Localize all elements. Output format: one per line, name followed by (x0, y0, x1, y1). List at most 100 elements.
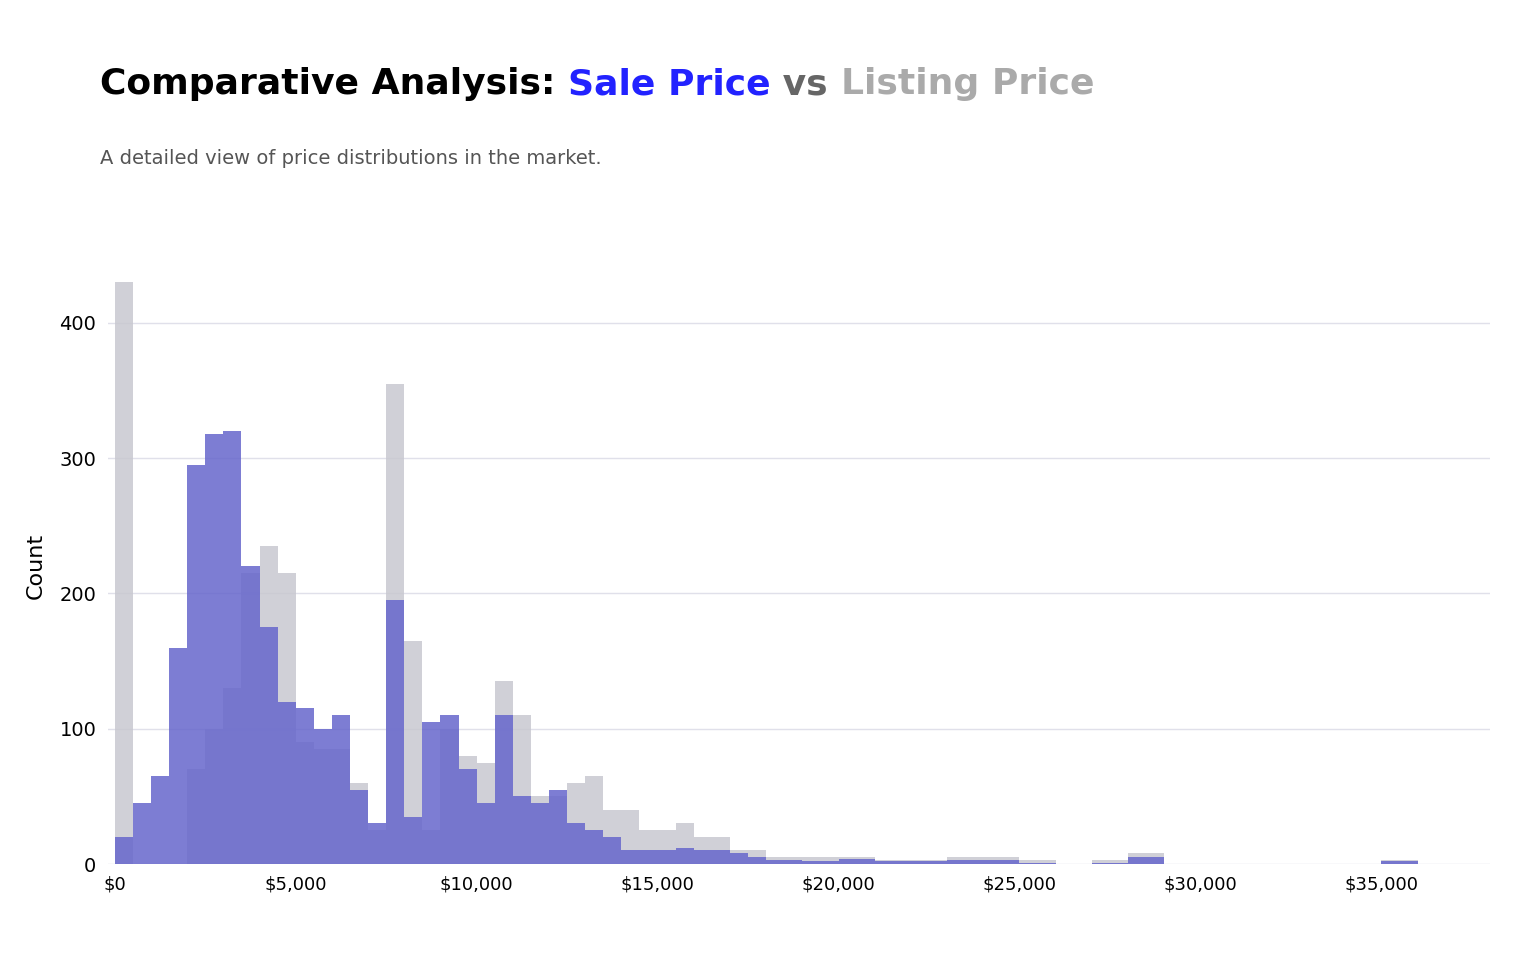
Bar (495, 682, 513, 864)
Bar (441, 729, 459, 864)
Bar (260, 627, 278, 864)
Bar (948, 857, 983, 864)
Bar (296, 708, 313, 864)
Bar (313, 749, 332, 864)
Bar (132, 804, 151, 864)
Bar (513, 715, 531, 864)
Bar (639, 830, 657, 864)
Bar (1092, 863, 1127, 864)
Bar (531, 797, 548, 864)
Bar (711, 851, 730, 864)
Bar (386, 384, 404, 864)
Bar (459, 769, 476, 864)
Bar (766, 860, 785, 864)
Bar (748, 851, 766, 864)
Bar (911, 860, 948, 864)
Bar (820, 861, 839, 864)
Bar (785, 857, 802, 864)
Bar (369, 824, 386, 864)
Bar (657, 851, 676, 864)
Bar (278, 702, 296, 864)
Bar (495, 715, 513, 864)
Bar (187, 769, 206, 864)
Bar (223, 431, 241, 864)
Bar (115, 282, 132, 864)
Bar (513, 797, 531, 864)
Bar (694, 851, 711, 864)
Bar (1020, 863, 1055, 864)
Text: vs: vs (771, 67, 840, 101)
Bar (694, 837, 711, 864)
Bar (604, 810, 622, 864)
Bar (441, 715, 459, 864)
Bar (241, 566, 260, 864)
Bar (223, 688, 241, 864)
Bar (459, 756, 476, 864)
Bar (567, 782, 585, 864)
Bar (622, 810, 639, 864)
Bar (404, 817, 422, 864)
Bar (983, 857, 1020, 864)
Bar (839, 858, 874, 864)
Bar (313, 729, 332, 864)
Bar (911, 861, 948, 864)
Text: Listing Price: Listing Price (840, 67, 1094, 101)
Bar (802, 857, 820, 864)
Bar (187, 465, 206, 864)
Bar (206, 729, 223, 864)
Bar (1381, 861, 1418, 864)
Bar (369, 830, 386, 864)
Bar (1127, 857, 1164, 864)
Bar (766, 857, 785, 864)
Bar (476, 762, 495, 864)
Bar (1092, 860, 1127, 864)
Bar (476, 804, 495, 864)
Bar (422, 722, 441, 864)
Bar (948, 860, 983, 864)
Bar (874, 861, 911, 864)
Bar (1020, 860, 1055, 864)
Bar (386, 600, 404, 864)
Bar (622, 851, 639, 864)
Bar (676, 824, 694, 864)
Bar (332, 715, 350, 864)
Bar (278, 573, 296, 864)
Text: Sale Price: Sale Price (568, 67, 771, 101)
Bar (115, 837, 132, 864)
Bar (1127, 853, 1164, 864)
Bar (730, 851, 748, 864)
Y-axis label: Count: Count (26, 534, 46, 599)
Bar (711, 837, 730, 864)
Bar (404, 641, 422, 864)
Bar (802, 861, 820, 864)
Bar (350, 789, 369, 864)
Bar (657, 830, 676, 864)
Bar (748, 857, 766, 864)
Bar (548, 789, 567, 864)
Bar (820, 857, 839, 864)
Bar (241, 573, 260, 864)
Bar (567, 824, 585, 864)
Bar (1381, 860, 1418, 864)
Bar (169, 648, 187, 864)
Bar (350, 782, 369, 864)
Bar (585, 776, 604, 864)
Text: A detailed view of price distributions in the market.: A detailed view of price distributions i… (100, 149, 602, 168)
Bar (151, 776, 169, 864)
Bar (676, 848, 694, 864)
Bar (839, 857, 874, 864)
Bar (639, 851, 657, 864)
Bar (585, 830, 604, 864)
Bar (548, 797, 567, 864)
Text: Comparative Analysis:: Comparative Analysis: (100, 67, 568, 101)
Bar (422, 830, 441, 864)
Bar (874, 860, 911, 864)
Bar (785, 860, 802, 864)
Bar (206, 434, 223, 864)
Bar (332, 749, 350, 864)
Bar (296, 742, 313, 864)
Bar (983, 860, 1020, 864)
Bar (730, 853, 748, 864)
Bar (531, 804, 548, 864)
Bar (260, 546, 278, 864)
